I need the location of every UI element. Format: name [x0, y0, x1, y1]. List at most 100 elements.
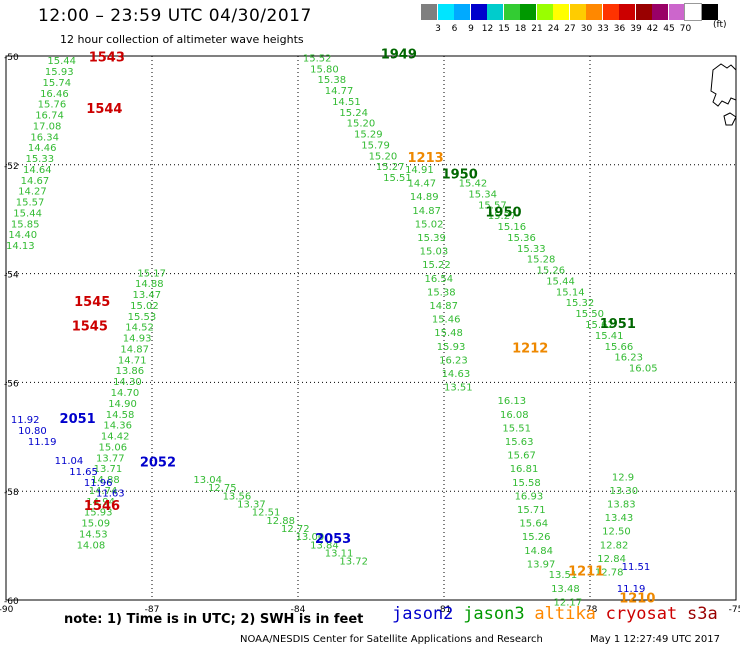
wave-height-value: 14.84: [524, 546, 553, 557]
scale-label: 9: [468, 24, 474, 34]
wave-height-value: 16.54: [425, 274, 454, 285]
wave-height-value: 16.05: [629, 364, 658, 375]
wave-height-value: 15.17: [137, 268, 166, 279]
pass-time-label: 1544: [86, 102, 122, 117]
wave-height-value: 17.08: [33, 121, 62, 132]
wave-height-value: 13.30: [609, 486, 638, 497]
wave-height-value: 15.93: [437, 342, 466, 353]
wave-height-value: 15.22: [422, 260, 451, 271]
scale-swatch: [701, 4, 718, 20]
wave-height-value: 15.53: [128, 312, 157, 323]
wave-height-value: 14.63: [442, 369, 471, 380]
lon-tick-label: -81: [437, 605, 452, 615]
wave-height-value: 13.83: [607, 500, 636, 511]
map-subtitle: 12 hour collection of altimeter wave hei…: [60, 33, 304, 46]
pass-time-label: 2051: [60, 412, 96, 427]
wave-height-value: 15.26: [536, 266, 565, 277]
wave-height-value: 14.47: [408, 179, 437, 190]
scale-swatch: [569, 4, 586, 20]
scale-swatch: [602, 4, 619, 20]
lat-tick-label: -54: [4, 271, 19, 281]
scale-swatch: [684, 3, 702, 21]
wave-height-value: 15.63: [505, 437, 534, 448]
wave-height-value: 12.72: [281, 524, 310, 535]
credit-text: NOAA/NESDIS Center for Satellite Applica…: [240, 634, 543, 645]
wave-height-value: 14.13: [6, 241, 35, 252]
scale-label: 24: [547, 24, 560, 34]
wave-height-value: 15.27: [488, 211, 517, 222]
wave-height-value: 15.29: [354, 130, 383, 141]
lon-tick-label: -84: [291, 605, 306, 615]
wave-height-value: 13.48: [551, 584, 580, 595]
wave-height-value: 14.88: [135, 279, 164, 290]
wave-height-value: 15.38: [317, 75, 346, 86]
wave-height-value: 14.52: [125, 323, 154, 334]
wave-height-value: 13.37: [237, 500, 266, 511]
wave-height-value: 11.51: [622, 562, 651, 573]
wave-height-value: 13.97: [527, 559, 556, 570]
wave-height-value: 15.38: [427, 287, 456, 298]
wave-height-value: 14.71: [118, 355, 147, 366]
wave-height-value: 14.36: [103, 421, 132, 432]
wave-height-value: 15.20: [347, 119, 376, 130]
pass-time-label: 1951: [600, 317, 636, 332]
wave-height-value: 11.92: [11, 415, 40, 426]
wave-height-value: 15.09: [81, 519, 110, 530]
pass-time-label: 1545: [74, 295, 110, 310]
lat-tick-label: -60: [4, 597, 19, 607]
wave-height-value: 12.82: [600, 540, 629, 551]
wave-height-value: 16.23: [614, 353, 643, 364]
wave-height-value: 16.34: [30, 132, 59, 143]
legend-altika: altika: [534, 604, 596, 624]
wave-height-value: 13.77: [96, 453, 125, 464]
scale-label: 70: [679, 24, 692, 34]
scale-label: 42: [646, 24, 659, 34]
wave-height-value: 15.58: [512, 478, 541, 489]
wave-height-value: 15.67: [507, 451, 536, 462]
wave-height-value: 13.86: [116, 366, 145, 377]
lat-tick-label: -50: [4, 53, 19, 63]
wave-height-value: 12.78: [595, 568, 624, 579]
wave-height-value: 15.71: [517, 505, 546, 516]
scale-swatch: [553, 4, 569, 20]
scale-swatch: [619, 4, 635, 20]
coastline-shape: [710, 63, 737, 126]
scale-swatch: [503, 4, 520, 20]
pass-time-label: 1950: [485, 205, 521, 220]
wave-height-value: 15.34: [468, 189, 497, 200]
wave-height-value: 14.88: [91, 475, 120, 486]
pass-time-label: 1545: [72, 320, 108, 335]
scale-swatch: [437, 4, 454, 20]
wave-height-value: 15.79: [361, 140, 390, 151]
pass-time-label: 1211: [568, 565, 604, 580]
scale-swatch: [454, 4, 470, 20]
wave-height-value: 14.93: [123, 334, 152, 345]
wave-height-value: 15.39: [417, 233, 446, 244]
wave-height-value: 14.94: [86, 497, 115, 508]
legend-cryosat: cryosat: [605, 604, 678, 624]
lon-tick-label: -90: [0, 605, 14, 615]
scale-swatch: [520, 4, 536, 20]
legend-jason3: jason3: [463, 604, 525, 624]
wave-height-value: 15.52: [303, 53, 332, 64]
color-scale-unit: (ft): [713, 20, 727, 30]
wave-height-value: 13.04: [193, 475, 222, 486]
wave-height-value: 13.00: [296, 532, 325, 543]
wave-height-value: 15.85: [11, 219, 40, 230]
wave-height-value: 16.13: [498, 396, 527, 407]
wave-height-value: 12.75: [208, 483, 237, 494]
wave-height-value: 14.89: [410, 192, 439, 203]
wave-height-value: 13.72: [339, 557, 368, 568]
wave-height-value: 15.66: [605, 342, 634, 353]
pass-time-label: 2052: [140, 456, 176, 471]
wave-height-value: 14.87: [120, 344, 149, 355]
wave-height-value: 14.51: [332, 97, 361, 108]
wave-height-value: 13.71: [94, 464, 123, 475]
wave-height-value: 14.46: [28, 143, 57, 154]
wave-height-value: 15.51: [383, 173, 412, 184]
wave-height-value: 15.48: [434, 328, 463, 339]
lat-tick-label: -58: [4, 488, 19, 498]
wave-height-value: 15.76: [38, 100, 67, 111]
wave-height-value: 15.64: [519, 519, 548, 530]
wave-height-value: 15.16: [498, 222, 527, 233]
